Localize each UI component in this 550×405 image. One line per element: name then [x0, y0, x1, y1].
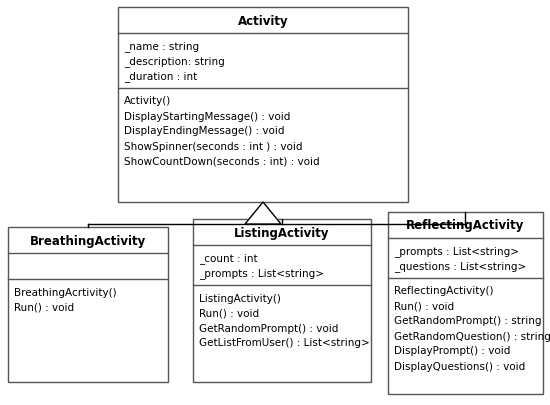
Text: DisplayQuestions() : void: DisplayQuestions() : void	[394, 360, 525, 371]
Text: _name : string: _name : string	[124, 41, 199, 52]
Text: ShowCountDown(seconds : int) : void: ShowCountDown(seconds : int) : void	[124, 156, 320, 166]
Text: _prompts : List<string>: _prompts : List<string>	[394, 245, 519, 256]
Text: GetRandomQuestion() : string: GetRandomQuestion() : string	[394, 331, 550, 341]
Text: Run() : void: Run() : void	[14, 302, 74, 312]
Text: GetRandomPrompt() : void: GetRandomPrompt() : void	[199, 323, 338, 333]
Text: GetRandomPrompt() : string: GetRandomPrompt() : string	[394, 316, 542, 326]
Bar	[193, 220, 371, 382]
Text: ListingActivity: ListingActivity	[234, 226, 330, 239]
Text: _description: string: _description: string	[124, 56, 225, 67]
Text: GetListFromUser() : List<string>: GetListFromUser() : List<string>	[199, 338, 370, 347]
Text: ReflectingActivity: ReflectingActivity	[406, 219, 525, 232]
Text: BreathingActivity: BreathingActivity	[30, 234, 146, 247]
Text: BreathingAcrtivity(): BreathingAcrtivity()	[14, 287, 117, 297]
Bar	[388, 213, 543, 394]
Text: Activity(): Activity()	[124, 96, 171, 106]
Text: Run() : void: Run() : void	[394, 301, 454, 311]
Text: ShowSpinner(seconds : int ) : void: ShowSpinner(seconds : int ) : void	[124, 141, 302, 151]
Text: DisplayPrompt() : void: DisplayPrompt() : void	[394, 345, 510, 356]
Text: _questions : List<string>: _questions : List<string>	[394, 260, 526, 271]
Text: ReflectingActivity(): ReflectingActivity()	[394, 286, 493, 296]
Bar	[8, 228, 168, 382]
Text: DisplayStartingMessage() : void: DisplayStartingMessage() : void	[124, 111, 290, 121]
Text: Activity: Activity	[238, 15, 288, 28]
Text: _count : int: _count : int	[199, 252, 257, 263]
Bar	[118, 8, 408, 202]
Text: DisplayEndingMessage() : void: DisplayEndingMessage() : void	[124, 126, 284, 136]
Text: _prompts : List<string>: _prompts : List<string>	[199, 267, 324, 278]
Polygon shape	[245, 202, 281, 224]
Text: ListingActivity(): ListingActivity()	[199, 293, 281, 303]
Text: _duration : int: _duration : int	[124, 71, 197, 82]
Text: Run() : void: Run() : void	[199, 308, 259, 318]
